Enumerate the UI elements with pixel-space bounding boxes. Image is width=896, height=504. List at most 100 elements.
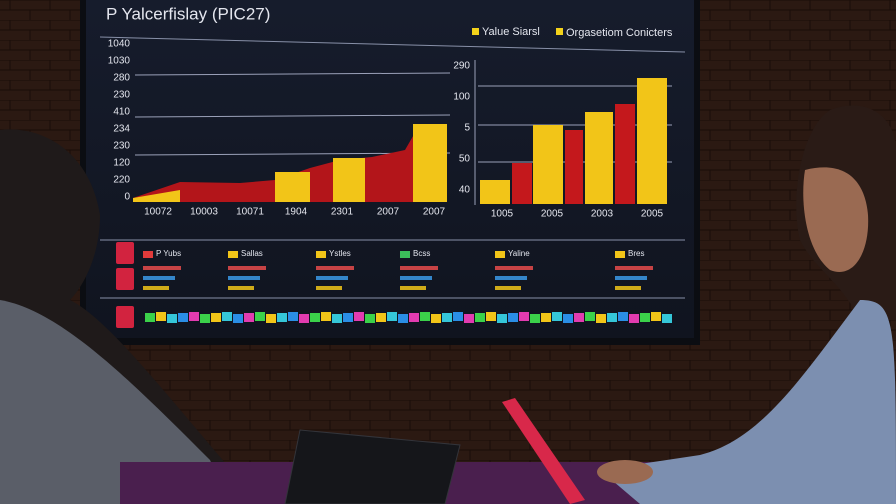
- strip-block: [530, 314, 540, 323]
- right-person-face: [803, 167, 869, 272]
- row-bar: [400, 286, 426, 290]
- area-highlight: [333, 158, 365, 202]
- y-tick-label: 280: [113, 73, 130, 84]
- strip-block: [376, 313, 386, 322]
- x-tick-label: 10072: [144, 207, 172, 218]
- strip-block: [200, 314, 210, 323]
- strip-block: [365, 314, 375, 323]
- strip-block: [651, 312, 661, 321]
- x-tick-label: 10003: [190, 207, 218, 218]
- bar: [512, 163, 532, 204]
- row-bar: [228, 286, 254, 290]
- strip-block: [255, 312, 265, 321]
- x-tick-label: 2005: [641, 209, 664, 220]
- strip-block: [442, 313, 452, 322]
- right-person-hand: [597, 460, 653, 484]
- x-tick-label: 10071: [236, 207, 264, 218]
- table-label: Ystles: [329, 249, 351, 258]
- strip-block: [277, 313, 287, 322]
- strip-block: [629, 314, 639, 323]
- strip-block: [420, 312, 430, 321]
- row-bar: [400, 266, 438, 270]
- strip-block: [233, 314, 243, 323]
- strip-block: [662, 314, 672, 323]
- table-label: Yaline: [508, 249, 530, 258]
- grid-line: [134, 114, 451, 118]
- right-person-shirt: [600, 300, 896, 504]
- strip-block: [486, 312, 496, 321]
- strip-block: [354, 312, 364, 321]
- table-label: Bcss: [413, 249, 430, 258]
- screen-title: P Yalcerfislay (PIC27): [106, 4, 270, 23]
- legend-label: Orgasetiom Conicters: [566, 27, 673, 39]
- row-bar: [228, 276, 260, 280]
- strip-block: [519, 312, 529, 321]
- strip-block: [145, 313, 155, 322]
- bar: [480, 180, 510, 204]
- icon: [116, 242, 134, 264]
- bar: [585, 112, 613, 204]
- y-tick-label: 120: [113, 158, 130, 169]
- x-tick-label: 2007: [423, 207, 446, 218]
- row-bar: [495, 276, 527, 280]
- row-bar: [143, 286, 169, 290]
- strip-block: [607, 313, 617, 322]
- row-bar: [615, 286, 641, 290]
- y-tick-label: 230: [113, 90, 130, 101]
- legend-swatch: [472, 28, 479, 35]
- strip-block: [453, 312, 463, 321]
- strip-block: [178, 313, 188, 322]
- right-laptop: [502, 398, 585, 504]
- row-bar: [316, 276, 348, 280]
- row-bar: [615, 266, 653, 270]
- y-tick-label: 1030: [108, 56, 131, 67]
- swatch: [143, 251, 153, 258]
- bar: [565, 130, 583, 204]
- strip-block: [222, 312, 232, 321]
- row-bar: [316, 286, 342, 290]
- screen-content: 1040 1030 280 230 410 234 230 120 220 0 10072 10003…: [100, 39, 685, 328]
- row-bar: [615, 276, 647, 280]
- row-bar: [143, 276, 175, 280]
- swatch: [316, 251, 326, 258]
- area: [133, 124, 447, 202]
- y-tick-label: 230: [113, 141, 130, 152]
- swatch: [400, 251, 410, 258]
- strip-block: [431, 314, 441, 323]
- x-tick-label: 2301: [331, 207, 354, 218]
- strip-block: [585, 312, 595, 321]
- strip-block: [464, 314, 474, 323]
- strip-block: [321, 312, 331, 321]
- bar: [533, 125, 563, 204]
- bar: [615, 104, 635, 204]
- left-person-shirt: [0, 300, 230, 504]
- area-highlight: [275, 172, 310, 202]
- strip-block: [398, 314, 408, 323]
- strip-block: [387, 312, 397, 321]
- table-label: Bres: [628, 249, 644, 258]
- swatch: [228, 251, 238, 258]
- row-bar: [495, 286, 521, 290]
- y-tick-label: 50: [459, 154, 471, 165]
- bar: [637, 78, 667, 204]
- strip-block: [299, 314, 309, 323]
- strip-block: [497, 314, 507, 323]
- y-tick-label: 234: [113, 124, 130, 135]
- strip-block: [244, 313, 254, 322]
- strip-block: [508, 313, 518, 322]
- area-highlight: [133, 190, 180, 202]
- table-label: Sallas: [241, 249, 263, 258]
- swatch: [495, 251, 505, 258]
- area-highlight: [413, 124, 447, 202]
- row-bar: [143, 266, 181, 270]
- strip-block: [211, 313, 221, 322]
- row-bar: [400, 276, 432, 280]
- strip-block: [563, 314, 573, 323]
- strip-block: [189, 312, 199, 321]
- x-tick-label: 1904: [285, 207, 308, 218]
- x-tick-label: 2003: [591, 209, 614, 220]
- x-tick-label: 2007: [377, 207, 400, 218]
- left-laptop: [284, 429, 461, 504]
- y-tick-label: 100: [453, 92, 470, 103]
